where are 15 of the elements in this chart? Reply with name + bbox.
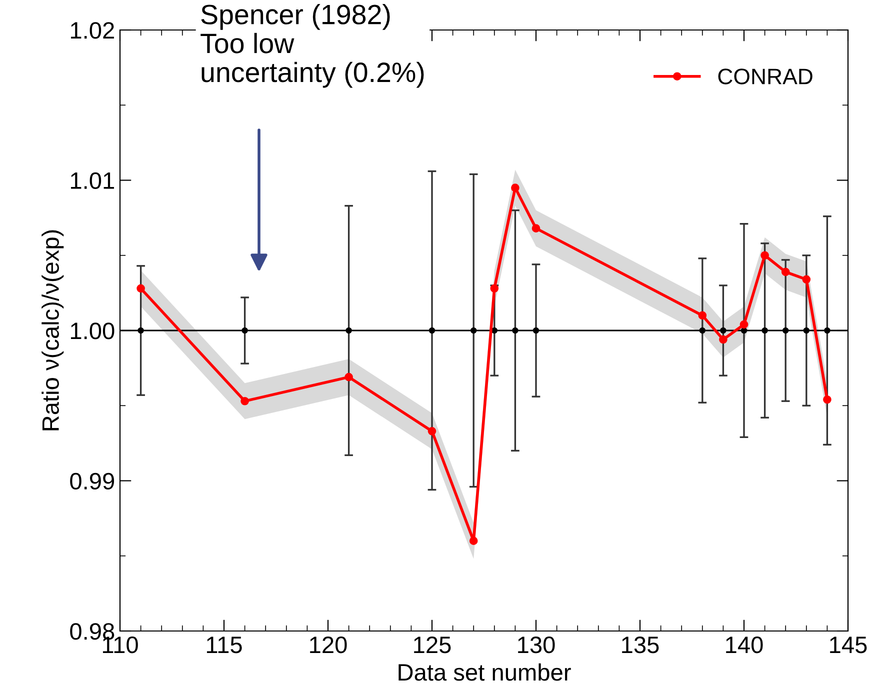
y-tick-label: 1.01 <box>70 172 114 190</box>
y-axis-title: Ratio ν(calc)/ν(exp) <box>42 230 64 430</box>
x-tick-label: 145 <box>830 636 867 654</box>
x-tick-label: 140 <box>726 636 763 654</box>
annotation: Spencer (1982) Too low uncertainty (0.2%) <box>200 4 424 88</box>
x-tick-label: 130 <box>518 636 555 654</box>
y-tick-label: 0.99 <box>70 472 114 490</box>
x-axis-title: Data set number <box>398 663 571 681</box>
legend-label: CONRAD <box>718 68 812 84</box>
x-tick-label: 115 <box>206 636 242 654</box>
y-tick-label: 1.02 <box>70 22 114 39</box>
y-tick-label: 1.00 <box>70 322 114 340</box>
x-tick-label: 120 <box>310 636 347 654</box>
x-tick-label: 135 <box>622 636 659 654</box>
x-tick-label: 125 <box>414 636 451 654</box>
